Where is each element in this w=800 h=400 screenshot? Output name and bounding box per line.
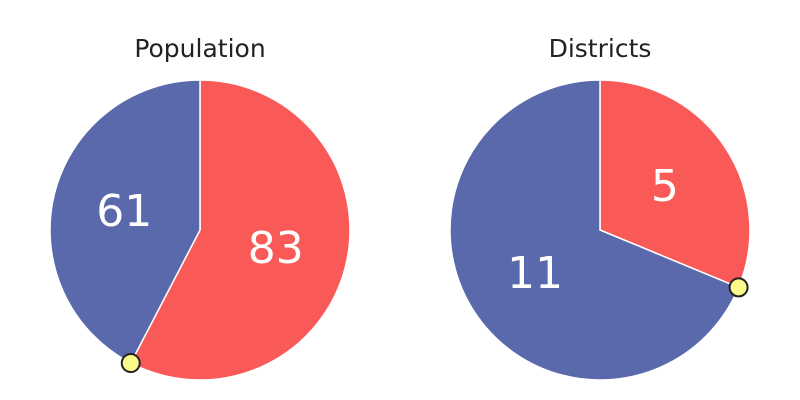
pie-slice — [449, 79, 740, 381]
chart-title: Population — [134, 34, 265, 63]
data-label: 11 — [507, 248, 563, 299]
data-label: 5 — [651, 161, 679, 212]
districts-pie-chart: Districts 5 11 — [449, 34, 751, 381]
slice-boundary-marker — [120, 353, 141, 374]
data-label: 61 — [96, 186, 152, 237]
data-label: 83 — [248, 223, 304, 274]
pie-slice — [599, 79, 751, 289]
chart-title: Districts — [549, 34, 652, 63]
pie-slice — [49, 79, 201, 365]
pie-slice — [129, 79, 351, 381]
population-pie-chart: Population 83 61 — [49, 34, 351, 381]
slice-boundary-marker — [728, 277, 749, 298]
